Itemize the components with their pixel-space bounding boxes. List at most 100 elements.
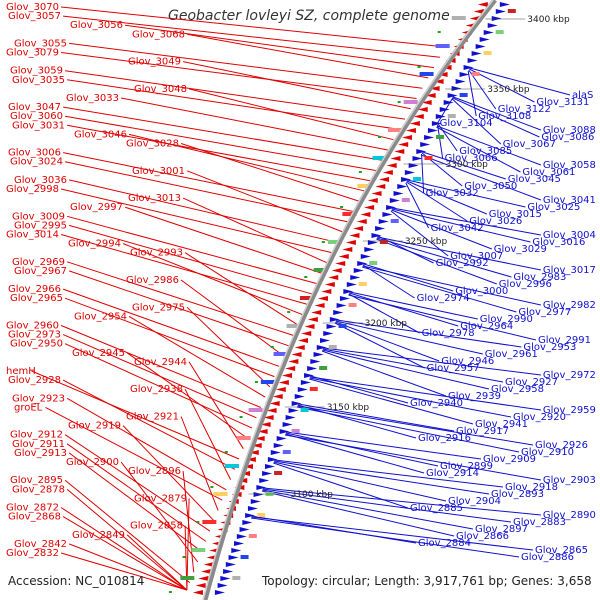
connector-line-left [180,143,361,202]
gene-label-left: Glov_3028 [126,139,179,150]
connector-line-right [273,461,447,502]
connector-line-right [263,487,541,516]
gene-arrow-minus [471,51,482,56]
kbp-ticks: 3400 kbp 3350 kbp 3300 kbp 3250 kbp 3200 kbp… [248,15,570,500]
gene-arrow-plus [417,107,428,112]
gene-arrow-minus [276,436,287,441]
gene-arrow-plus [203,562,214,567]
gene-label-left: Glov_2832 [6,548,59,559]
gene-arrow-minus [236,534,247,539]
connector-line-left [68,270,289,347]
gene-label-right: Glov_3041 [543,195,596,206]
gene-label-left: Glov_2913 [14,448,67,459]
connector-line-right [261,490,455,537]
gene-label-left: Glov_2945 [72,348,125,359]
gene-feature-block [507,9,516,13]
gene-label-left: hemH [6,366,36,377]
connector-line-right [406,181,468,222]
gene-label-left: Glov_3001 [132,166,185,177]
gene-feature-block [358,282,367,286]
gene-arrow-plus [195,583,206,588]
connector-line-right [310,376,541,411]
gene-arrow-minus [297,387,308,392]
connector-line-right [376,237,512,278]
gene-arrow-minus [435,114,446,119]
gene-arrow-minus [420,142,431,147]
gene-arrow-plus [394,149,405,154]
gene-arrow-plus [198,576,209,581]
gene-feature-block [357,184,372,188]
connector-line-right [405,182,430,229]
gene-feature-block [291,429,300,433]
connector-line-right [348,293,420,334]
gene-arrow-minus [250,499,261,504]
gene-arrow-plus [405,128,416,133]
gene-arrow-minus [487,23,498,28]
connector-line-right [452,97,540,138]
gene-arrow-plus [390,156,401,161]
connector-line-right [336,319,522,348]
gene-label-left: Glov_2975 [132,302,185,313]
gene-label-right: Glov_3086 [541,132,594,143]
gene-label-right: Glov_3000 [455,286,508,297]
gene-label-right: Glov_2910 [521,447,574,458]
gene-arrow-plus [338,254,349,259]
connector-line-right [285,433,425,474]
gene-arrow-plus [254,436,265,441]
gene-arrow-plus [402,135,413,140]
gene-arrow-plus [201,569,212,574]
connector-line-left [126,534,188,591]
connector-line-left [184,388,232,480]
gene-feature-block [348,303,357,307]
gene-label-left: Glov_2997 [70,202,123,213]
gene-arrow-minus [253,492,264,497]
connector-line-left [67,79,400,130]
gene-feature-block [313,268,328,272]
gene-feature-block [436,135,445,139]
gene-label-left: Glov_2919 [68,421,121,432]
gene-label-left: Glov_3047 [8,102,61,113]
connector-line-left [68,224,313,295]
connector-line-right [436,125,542,166]
gene-label-right: Glov_2884 [418,538,471,549]
tick-mark [270,346,274,348]
gene-feature-block [328,345,337,349]
gene-arrow-minus [364,247,375,252]
gene-label-right: Glov_2974 [417,293,470,304]
gene-arrow-minus [239,527,250,532]
gene-arrow-minus [316,345,327,350]
kbp-label: 3200 kbp [365,319,408,329]
gene-feature-block [495,30,504,34]
connector-line-right [467,70,477,117]
gene-label-right: Glov_2899 [440,461,493,472]
gene-label-right: Glov_3016 [532,237,585,248]
gene-label-left: Glov_3055 [14,38,67,49]
gene-label-right: Glov_3017 [543,265,596,276]
gene-label-left: Glov_3049 [128,57,181,68]
gene-arrow-minus [483,30,494,35]
connector-line-right [406,180,487,215]
connector-line-right [321,350,447,397]
gene-arrow-minus [475,44,486,49]
gene-label-left: Glov_2965 [10,293,63,304]
gene-arrow-plus [245,457,256,462]
gene-feature-block [202,520,217,524]
gene-label-right: Glov_3067 [503,139,556,150]
gene-label-right: Glov_2972 [543,370,596,381]
gene-label-left: Glov_2872 [6,503,59,514]
gene-arrow-plus [331,268,342,273]
connector-line-right [274,460,490,495]
gene-feature-block [248,408,263,412]
gene-label-left: Glov_3009 [12,211,65,222]
connector-line-left [128,315,266,398]
connector-line-left [31,370,240,460]
gene-label-left: Glov_2954 [74,311,127,322]
gene-arrow-minus [463,65,474,70]
gene-label-left: Glov_3048 [134,84,187,95]
connector-line-left [65,115,377,172]
connector-line-left [62,288,280,367]
gene-label-right: Glov_2961 [485,349,538,360]
connector-line-right [436,126,521,173]
gene-label-right: Glov_2958 [491,384,544,395]
gene-feature-block [224,464,239,468]
